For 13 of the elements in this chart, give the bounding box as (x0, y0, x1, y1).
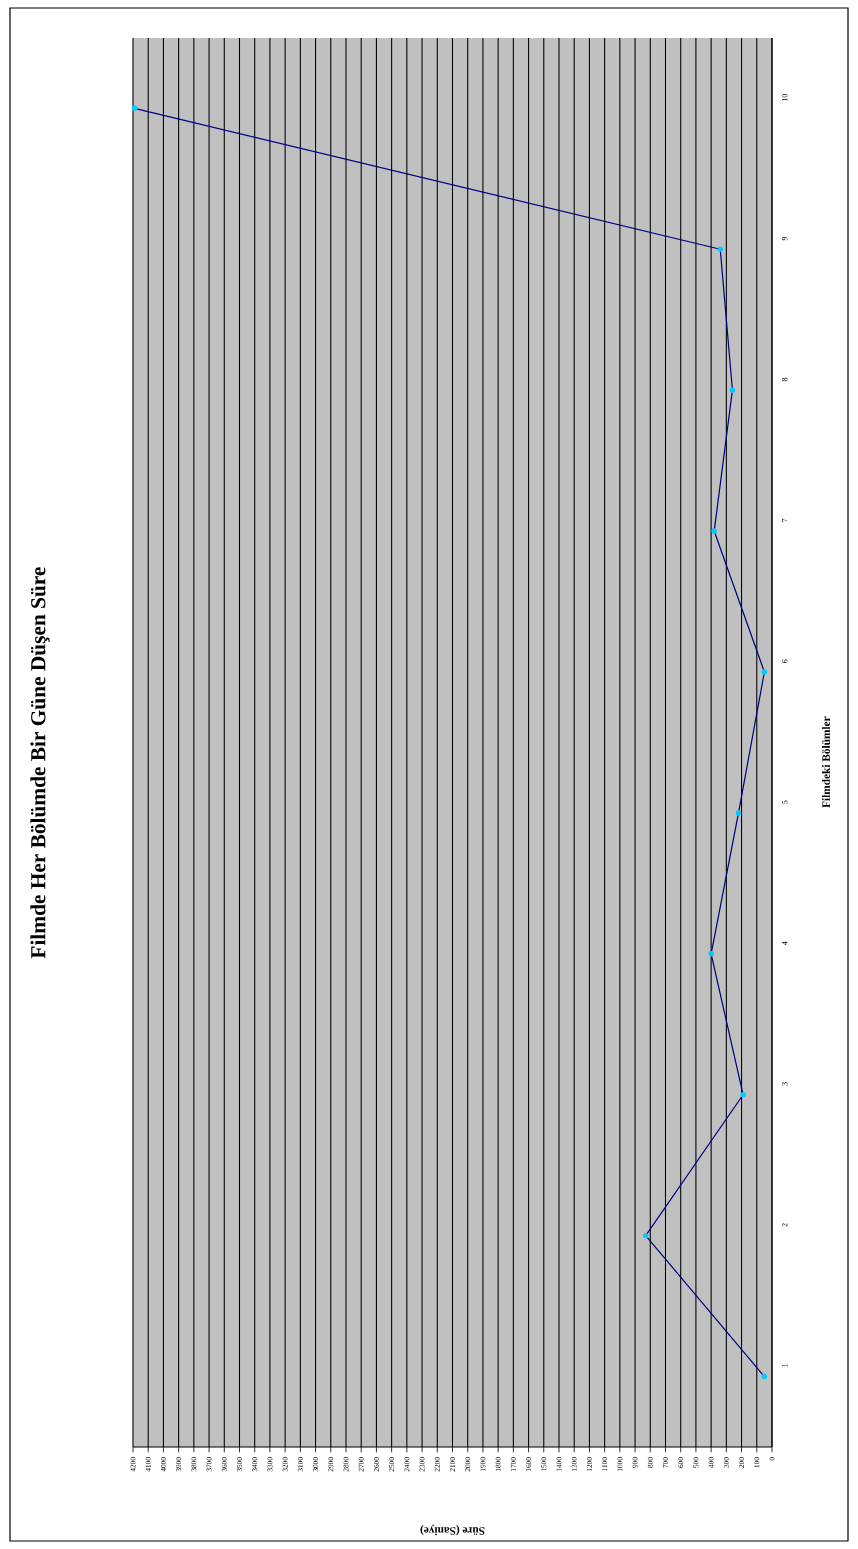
y-tick-label: 6 (782, 659, 788, 663)
y-tick-label: 9 (782, 236, 788, 241)
y-tick-label: 4 (782, 941, 788, 945)
y-tick-label: 7 (782, 518, 788, 522)
x-axis-title: Süre (Saniye) (420, 1524, 485, 1536)
y-tick-label: 2 (782, 1223, 788, 1227)
y-axis-title: Filmdeki Bölümler (821, 716, 830, 808)
y-tick-label: 10 (782, 93, 788, 101)
text: Filmde Her Bölümde Bir Güne Düşen Süre (30, 567, 50, 959)
y-tick-label: 8 (782, 377, 788, 382)
y-tick-label: 5 (782, 800, 788, 804)
y-tick-label: 1 (782, 1364, 788, 1368)
y-tick-label: 3 (782, 1082, 788, 1086)
